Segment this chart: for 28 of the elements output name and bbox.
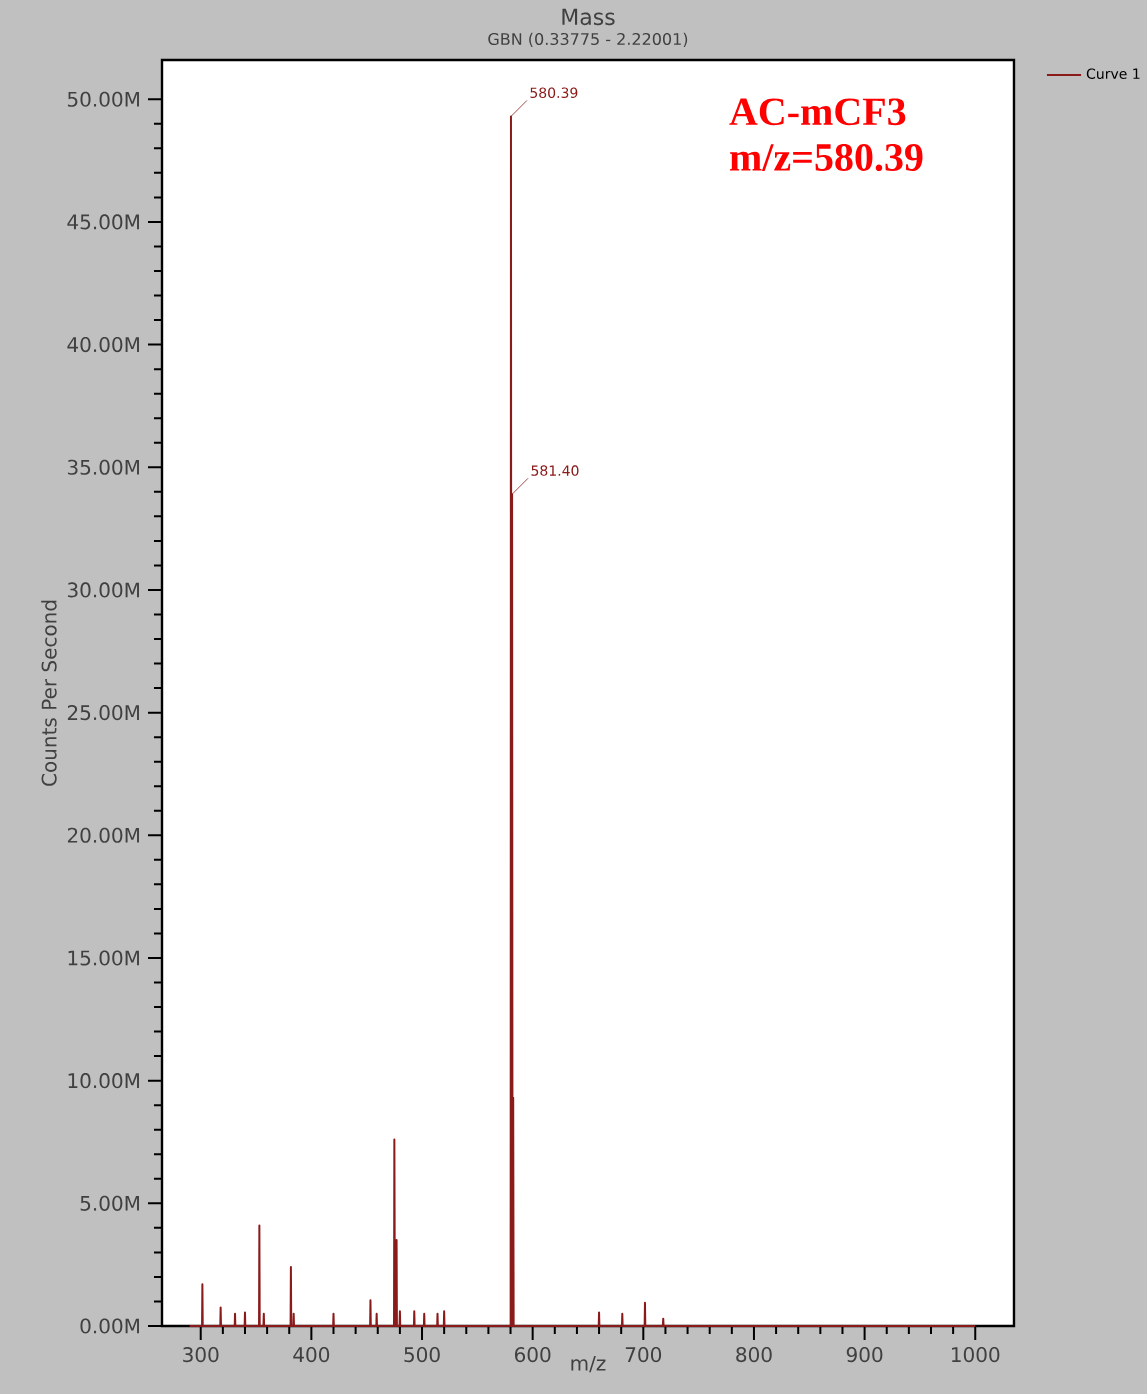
annotation: m/z=580.39 [730, 143, 923, 172]
y-tick-label: 10.00M [68, 1073, 139, 1089]
y-tick-label: 30.00M [67, 582, 139, 598]
y-tick-label: 5.00M [80, 1195, 139, 1211]
y-tick-label: 0.00M [80, 1318, 139, 1334]
x-tick-label: 600 [514, 1347, 551, 1363]
chart-subtitle: GBN (0.33775 - 2.22001) [488, 32, 688, 47]
x-tick-label: 500 [404, 1347, 440, 1363]
y-tick-label: 45.00M [67, 214, 139, 230]
y-tick-label: 40.00M [67, 337, 139, 353]
y-tick-label: 35.00M [67, 459, 139, 475]
x-tick-label: 800 [736, 1347, 772, 1363]
y-tick-label: 50.00M [67, 91, 139, 107]
annotation: AC-mCF3 [729, 98, 906, 126]
x-axis-title: m/z [571, 1355, 606, 1373]
y-tick-label: 25.00M [67, 705, 139, 721]
x-tick-label: 1000 [952, 1347, 1000, 1363]
x-tick-label: 700 [625, 1347, 662, 1363]
y-tick-label: 15.00M [68, 950, 139, 966]
legend-label: Curve 1 [1086, 68, 1140, 79]
annotation: 581.40 [531, 465, 579, 476]
annotation: 580.39 [530, 87, 578, 99]
y-axis-title: Counts Per Second [41, 600, 57, 786]
x-tick-label: 300 [183, 1347, 219, 1363]
chart-title: Mass [562, 8, 615, 26]
x-tick-label: 900 [846, 1347, 883, 1363]
y-tick-label: 20.00M [67, 827, 139, 843]
x-tick-label: 400 [293, 1347, 330, 1363]
